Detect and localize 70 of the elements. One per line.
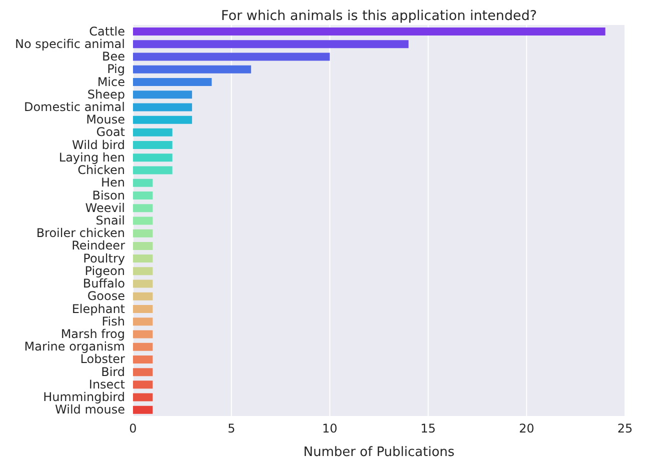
- x-tick-label: 0: [129, 422, 137, 436]
- bar: [133, 229, 153, 238]
- x-tick-label: 25: [617, 422, 633, 436]
- y-tick-label: Buffalo: [82, 276, 125, 291]
- bar: [133, 204, 153, 212]
- bar: [133, 52, 330, 61]
- y-tick-label: Wild bird: [72, 138, 125, 152]
- y-tick-label: Goat: [96, 125, 126, 140]
- bar: [133, 28, 606, 36]
- x-axis-title: Number of Publications: [303, 445, 455, 460]
- y-tick-label: Poultry: [83, 251, 125, 266]
- y-tick-label: Snail: [96, 214, 125, 228]
- y-tick-label: Laying hen: [58, 150, 125, 164]
- chart-title: For which animals is this application intended?: [220, 8, 538, 24]
- bar: [133, 254, 153, 263]
- y-tick-label: No specific animal: [15, 36, 125, 51]
- bar: [133, 267, 153, 276]
- y-tick-label: Pig: [107, 62, 125, 76]
- x-tick-label: 10: [322, 422, 338, 436]
- y-tick-label: Marine organism: [24, 340, 125, 354]
- bar: [133, 406, 153, 414]
- y-tick-label: Mice: [97, 74, 125, 89]
- bar: [133, 368, 153, 376]
- y-tick-label: Bird: [101, 364, 125, 379]
- bar: [133, 166, 172, 174]
- y-tick-label: Elephant: [72, 302, 126, 316]
- bar: [133, 305, 153, 314]
- bar: [133, 40, 409, 48]
- y-tick-label: Broiler chicken: [36, 226, 125, 240]
- y-tick-label: Wild mouse: [55, 402, 125, 417]
- bar: [133, 216, 153, 225]
- bar: [133, 380, 153, 389]
- bar: [133, 78, 212, 86]
- y-tick-label: Bee: [102, 50, 125, 64]
- y-tick-label: Marsh frog: [60, 327, 125, 342]
- y-tick-label: Fish: [102, 314, 125, 328]
- bar: [133, 342, 153, 351]
- bar: [133, 141, 172, 150]
- y-tick-label: Mouse: [86, 112, 125, 127]
- y-tick-label: Goose: [87, 289, 125, 304]
- y-tick-label: Sheep: [87, 87, 125, 102]
- bar: [133, 292, 153, 300]
- y-tick-label: Bison: [92, 188, 125, 202]
- y-tick-label: Lobster: [80, 352, 126, 366]
- y-tick-label: Weevil: [85, 200, 125, 215]
- bar: [133, 90, 192, 99]
- bar: [133, 191, 153, 200]
- bar: [133, 393, 153, 402]
- y-tick-label: Reindeer: [72, 238, 126, 253]
- y-tick-label: Cattle: [89, 24, 125, 38]
- y-tick-label: Hummingbird: [43, 390, 125, 404]
- bar: [133, 178, 153, 187]
- bar: [133, 318, 153, 326]
- x-tick-label: 15: [420, 422, 436, 436]
- bar: [133, 116, 192, 124]
- bar: [133, 103, 192, 112]
- bar: [133, 280, 153, 288]
- bar: [133, 128, 172, 136]
- y-tick-label: Insect: [88, 377, 126, 392]
- bar: [133, 154, 172, 162]
- bar: [133, 65, 252, 74]
- y-tick-label: Hen: [100, 176, 125, 190]
- bar: [133, 242, 153, 250]
- x-tick-label: 5: [228, 422, 236, 436]
- x-tick-label: 20: [518, 422, 534, 436]
- y-tick-label: Pigeon: [84, 264, 125, 278]
- bar: [133, 330, 153, 338]
- y-tick-label: Chicken: [78, 163, 125, 178]
- bar: [133, 355, 153, 364]
- y-tick-label: Domestic animal: [24, 100, 125, 114]
